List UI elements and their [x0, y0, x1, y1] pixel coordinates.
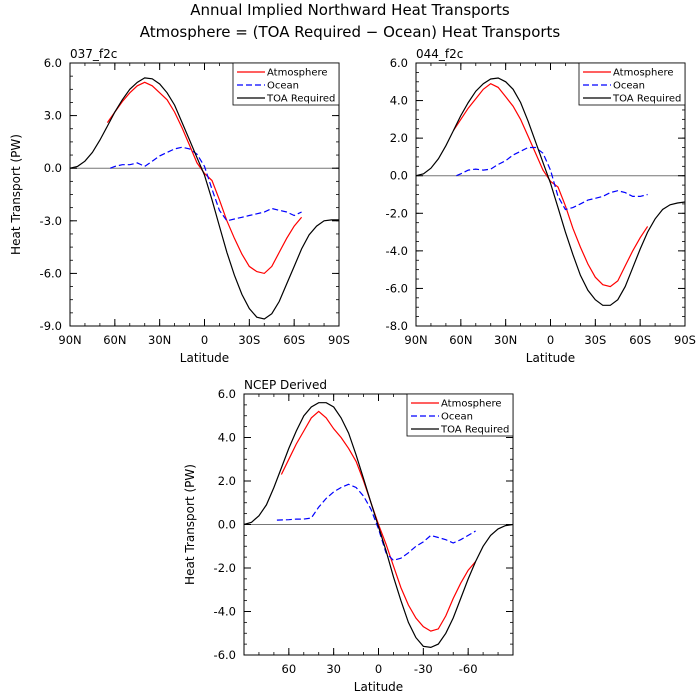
y-tick-label: 6.0 — [218, 387, 236, 401]
plot-frame — [69, 62, 340, 327]
y-tick-label: 3.0 — [44, 109, 62, 123]
legend-label: Atmosphere — [613, 68, 674, 79]
y-tick-label: 4.0 — [390, 94, 408, 108]
series-line-toa-required — [415, 77, 686, 306]
y-tick-label: -6.0 — [40, 266, 62, 280]
legend: Atmosphere Ocean TOA Required — [578, 62, 686, 106]
x-tick-label: 0 — [201, 333, 208, 347]
series-line-atmosphere — [452, 82, 649, 288]
panel-subtitle: NCEP Derived — [244, 378, 327, 392]
x-tick-label: 60N — [103, 333, 126, 347]
x-tick-label: 30N — [494, 333, 517, 347]
x-tick-label: 90S — [674, 333, 696, 347]
y-tick-label: -9.0 — [40, 319, 62, 333]
chart-panel-1: 90N 60N 30N 0 30S 60S 90S 6.0 3.0 0.0 -3.0 -6.0 -9.0… — [9, 47, 350, 365]
y-axis-label: Heat Transport (PW) — [9, 134, 23, 255]
y-tick-label: 4.0 — [218, 431, 236, 445]
legend-label: Ocean — [613, 81, 645, 92]
x-tick-label: 60 — [282, 662, 297, 676]
chart-panel-2: 90N 60N 30N 0 30S 60S 90S 6.0 4.0 2.0 0.0 -2.0 -4.0 -… — [386, 47, 696, 365]
plot-frame — [415, 62, 686, 327]
y-tick-label: -4.0 — [386, 244, 408, 258]
x-tick-label: 90N — [58, 333, 81, 347]
x-tick-label: 60N — [449, 333, 472, 347]
y-tick-label: -2.0 — [214, 561, 236, 575]
figure-title-line2: Atmosphere = (TOA Required − Ocean) Heat… — [140, 23, 561, 41]
legend-label: TOA Required — [266, 94, 335, 105]
series-line-ocean — [276, 483, 476, 562]
x-tick-label: 60S — [283, 333, 305, 347]
legend-label: Atmosphere — [267, 68, 328, 79]
legend: Atmosphere Ocean TOA Required — [406, 393, 514, 437]
x-tick-label: -30 — [414, 662, 433, 676]
series-line-ocean — [110, 146, 302, 222]
x-tick-label: 30N — [148, 333, 171, 347]
y-tick-label: -3.0 — [40, 214, 62, 228]
panel-subtitle: 037_f2c — [70, 47, 117, 61]
x-tick-label: -60 — [459, 662, 478, 676]
y-tick-label: 0.0 — [44, 161, 62, 175]
y-tick-label: -2.0 — [386, 206, 408, 220]
series-line-atmosphere — [280, 410, 477, 632]
legend-label: Ocean — [267, 81, 299, 92]
y-tick-label: -6.0 — [214, 648, 236, 662]
x-tick-label: 30S — [584, 333, 606, 347]
x-tick-label: 30 — [326, 662, 341, 676]
y-tick-label: -6.0 — [386, 281, 408, 295]
series-line-atmosphere — [106, 81, 303, 275]
panel-subtitle: 044_f2c — [416, 47, 463, 61]
y-tick-label: 0.0 — [390, 169, 408, 183]
x-tick-label: 60S — [629, 333, 651, 347]
legend-label: Atmosphere — [441, 399, 502, 410]
y-tick-label: 2.0 — [218, 474, 236, 488]
x-tick-label: 0 — [547, 333, 554, 347]
x-axis-label: Latitude — [354, 680, 403, 694]
plot-frame — [243, 393, 514, 656]
y-tick-label: 6.0 — [390, 56, 408, 70]
y-tick-label: 6.0 — [44, 56, 62, 70]
x-tick-label: 90N — [404, 333, 427, 347]
x-axis-label: Latitude — [180, 351, 229, 365]
legend-label: Ocean — [441, 412, 473, 423]
legend-label: TOA Required — [612, 94, 681, 105]
legend: Atmosphere Ocean TOA Required — [232, 62, 340, 106]
figure-title-line1: Annual Implied Northward Heat Transports — [190, 1, 510, 19]
series-line-toa-required — [69, 77, 339, 320]
y-axis-label: Heat Transport (PW) — [183, 464, 197, 585]
series-line-toa-required — [243, 402, 514, 649]
x-tick-label: 0 — [375, 662, 382, 676]
x-tick-label: 90S — [328, 333, 350, 347]
y-tick-label: 0.0 — [218, 518, 236, 532]
chart-panel-3: 60 30 0 -30 -60 6.0 4.0 2.0 0.0 -2.0 -4.0 -6.0 Atmos… — [183, 378, 514, 694]
y-tick-label: -8.0 — [386, 319, 408, 333]
x-tick-label: 30S — [238, 333, 260, 347]
series-line-ocean — [456, 146, 648, 211]
y-tick-label: 2.0 — [390, 131, 408, 145]
y-tick-label: -4.0 — [214, 605, 236, 619]
x-axis-label: Latitude — [526, 351, 575, 365]
legend-label: TOA Required — [440, 425, 509, 436]
